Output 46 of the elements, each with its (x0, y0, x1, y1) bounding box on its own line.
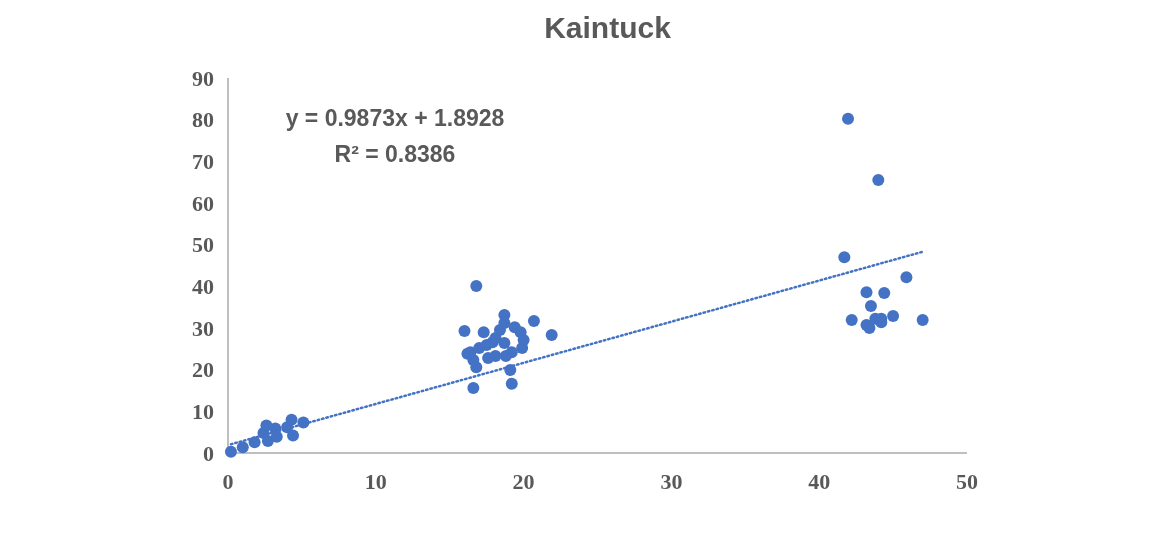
y-tick-label: 90 (192, 65, 214, 91)
point (467, 382, 480, 394)
point (900, 271, 913, 284)
y-tick-label: 20 (192, 357, 214, 383)
point (470, 361, 483, 374)
y-tick-label: 30 (192, 315, 214, 341)
chart-title: Kaintuck (544, 11, 672, 44)
point (285, 413, 298, 426)
point (845, 314, 858, 327)
x-tick-label: 50 (956, 469, 978, 494)
annotation: y = 0.9873x + 1.8928 (285, 105, 505, 131)
point (516, 342, 529, 354)
y-tick-label: 70 (192, 149, 214, 175)
point (545, 329, 558, 342)
point (864, 299, 877, 312)
y-tick-label: 40 (192, 274, 214, 300)
point (916, 314, 929, 327)
annotation: R² = 0.8386 (334, 141, 456, 167)
y-tick-label: 60 (192, 190, 214, 216)
y-tick-label: 50 (192, 232, 214, 258)
point (499, 349, 512, 362)
point (887, 309, 900, 322)
point (261, 434, 274, 447)
point (838, 251, 851, 264)
point (477, 326, 490, 339)
x-tick-label: 0 (222, 469, 234, 494)
point (872, 174, 885, 187)
y-tick-label: 0 (203, 440, 214, 466)
point (860, 286, 873, 299)
point (470, 279, 483, 292)
y-tick-label: 10 (192, 399, 214, 425)
point (260, 419, 273, 432)
point (878, 287, 891, 299)
y-tick-label: 80 (192, 107, 214, 133)
x-tick-label: 20 (512, 469, 535, 494)
point (505, 377, 518, 390)
point (527, 314, 540, 327)
point (842, 112, 855, 125)
point (236, 441, 249, 454)
point (224, 445, 237, 458)
point (498, 337, 511, 349)
x-tick-label: 30 (660, 469, 683, 494)
x-tick-label: 10 (364, 469, 387, 494)
x-tick-label: 40 (808, 469, 831, 494)
point (458, 324, 471, 337)
point (287, 429, 300, 442)
